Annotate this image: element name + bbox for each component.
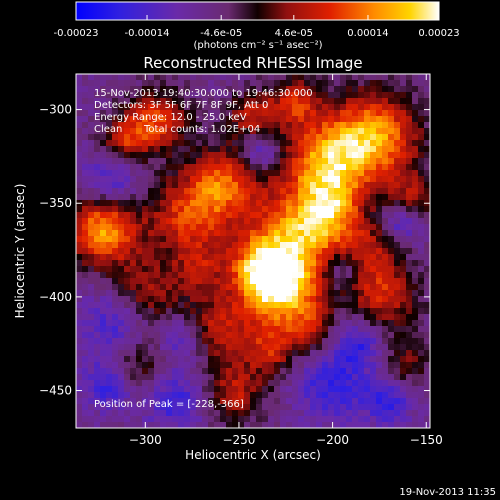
plot-frame (75, 73, 431, 429)
colorbar-tick-label: 0.00014 (347, 28, 388, 39)
image-pixels (76, 74, 430, 428)
plot-title: Reconstructed RHESSI Image (143, 54, 362, 72)
colorbar-tick-label: 0.00023 (418, 28, 459, 39)
y-axis-label: Heliocentric Y (arcsec) (13, 184, 27, 319)
y-axis-ticks: −300 −350 −400 −450 (39, 103, 430, 398)
annotation-peak-position: Position of Peak = [-228,-366] (94, 399, 244, 410)
image-annotations: 15-Nov-2013 19:40:30.000 to 19:46:30.000… (94, 88, 313, 410)
y-tick-label: −300 (39, 103, 72, 117)
colorbar-tick-label: -0.00014 (125, 28, 170, 39)
y-tick-label: −450 (39, 384, 72, 398)
footer-timestamp: 19-Nov-2013 11:35 (399, 487, 496, 498)
annotation-detectors: Detectors: 3F 5F 6F 7F 8F 9F, Att 0 (94, 100, 268, 111)
x-axis-label: Heliocentric X (arcsec) (185, 448, 321, 462)
colorbar-tick-label: -0.00023 (54, 28, 99, 39)
annotation-algorithm: Clean (94, 124, 122, 135)
colorbar-tick-label: -4.6e-05 (200, 28, 242, 39)
x-tick-label: −300 (129, 433, 162, 447)
y-tick-label: −400 (39, 290, 72, 304)
x-tick-label: −250 (222, 433, 255, 447)
annotation-total-counts: Total counts: 1.02E+04 (143, 124, 260, 135)
heliocentric-image (76, 74, 430, 428)
colorbar-tick-label: 4.6e-05 (275, 28, 313, 39)
colorbar-tick-labels: -0.00023 -0.00014 -4.6e-05 4.6e-05 0.00014 0.… (54, 28, 460, 39)
colorbar: -0.00023 -0.00014 -4.6e-05 4.6e-05 0.00014 0.… (54, 1, 460, 51)
x-axis-ticks: −300 −250 −200 −150 (129, 74, 443, 447)
colorbar-gradient (75, 1, 440, 21)
annotation-time-range: 15-Nov-2013 19:40:30.000 to 19:46:30.000 (94, 88, 313, 99)
y-tick-label: −350 (39, 196, 72, 210)
x-tick-label: −150 (410, 433, 443, 447)
colorbar-ticks (75, 15, 440, 20)
colorbar-units: (photons cm⁻² s⁻¹ asec⁻²) (193, 40, 322, 51)
x-tick-label: −200 (316, 433, 349, 447)
annotation-energy-range: Energy Range: 12.0 - 25.0 keV (94, 112, 247, 123)
